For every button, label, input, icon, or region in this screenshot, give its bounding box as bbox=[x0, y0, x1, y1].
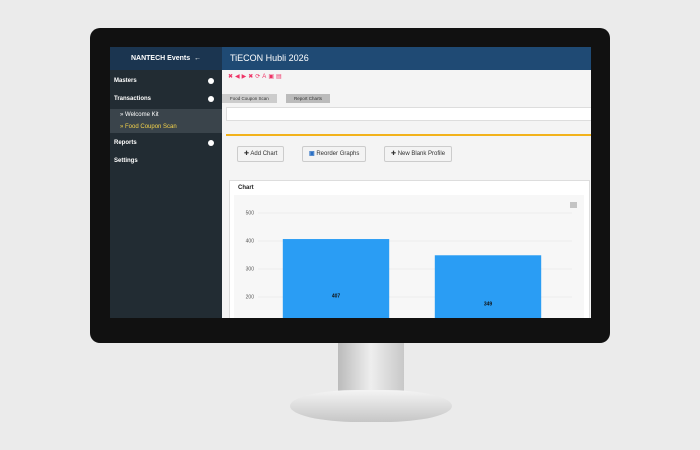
monitor-stand bbox=[338, 343, 404, 395]
menu-item[interactable]: Reports bbox=[110, 137, 222, 149]
menu-label[interactable]: Reports bbox=[114, 140, 137, 146]
bar bbox=[282, 239, 390, 318]
page-title: TiECON Hubli 2026 bbox=[230, 53, 309, 63]
menu-label[interactable]: Settings bbox=[114, 158, 138, 164]
menu-icon[interactable] bbox=[570, 202, 577, 208]
y-tick-label: 500 bbox=[246, 210, 255, 216]
menu-label[interactable]: Food Coupon Scan bbox=[125, 124, 177, 130]
menu-label[interactable]: Welcome Kit bbox=[125, 112, 159, 118]
data-label: 349 bbox=[484, 301, 493, 307]
divider bbox=[226, 134, 591, 136]
input-bar[interactable] bbox=[226, 107, 591, 121]
chart-card: Chart 200 300 400 500 407 349 bbox=[229, 180, 590, 318]
menu-item[interactable]: » Welcome Kit bbox=[110, 109, 222, 121]
menu-label[interactable]: Transactions bbox=[114, 96, 152, 102]
menu-item[interactable]: Transactions bbox=[110, 93, 222, 105]
button[interactable]: ✚ Add Chart bbox=[237, 146, 285, 162]
breadcrumb[interactable]: Report Charts bbox=[286, 94, 331, 103]
y-tick-label: 200 bbox=[246, 294, 255, 300]
chart-title: Chart bbox=[238, 185, 254, 191]
brand: NANTECH Events ← bbox=[110, 47, 222, 70]
menu-item[interactable]: » Food Coupon Scan bbox=[110, 121, 222, 133]
chart: 200 300 400 500 407 349 bbox=[246, 202, 577, 318]
toolbar[interactable]: ✖◀▶✖⟳A▣▤ bbox=[228, 74, 284, 80]
brand-text: NANTECH Events bbox=[130, 55, 191, 62]
menu-label[interactable]: Masters bbox=[114, 78, 137, 84]
menu-item[interactable]: Masters bbox=[110, 75, 222, 87]
y-tick-label: 400 bbox=[246, 238, 255, 244]
button-label[interactable]: New Blank Profile bbox=[397, 151, 446, 157]
button[interactable]: ✚ New Blank Profile bbox=[384, 146, 453, 162]
screen: NANTECH Events ← Masters Transactions » … bbox=[110, 47, 591, 318]
monitor-base bbox=[290, 390, 452, 422]
button-label[interactable]: Reorder Graphs bbox=[316, 151, 360, 157]
breadcrumb[interactable]: Food Coupon Scan bbox=[222, 94, 277, 103]
button[interactable]: ▣ Reorder Graphs bbox=[302, 146, 367, 162]
y-tick-label: 300 bbox=[246, 266, 255, 272]
data-label: 407 bbox=[332, 293, 341, 299]
menu-item[interactable]: Settings bbox=[110, 155, 222, 167]
bar bbox=[434, 255, 542, 318]
top-bar: TiECON Hubli 2026 bbox=[222, 47, 591, 70]
sidebar: NANTECH Events ← Masters Transactions » … bbox=[110, 47, 222, 318]
button-label[interactable]: Add Chart bbox=[250, 151, 278, 157]
